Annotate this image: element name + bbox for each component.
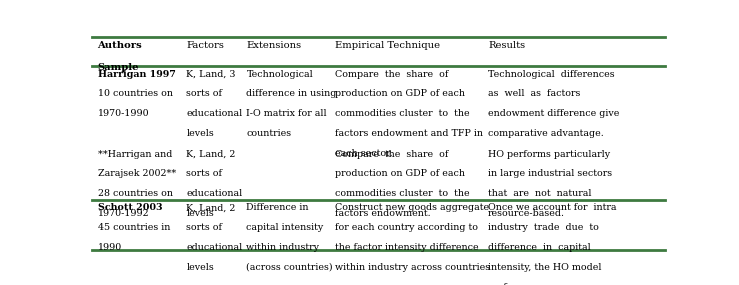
Text: intensity, the HO model: intensity, the HO model bbox=[488, 263, 602, 272]
Text: educational: educational bbox=[186, 109, 242, 118]
Text: HO performs particularly: HO performs particularly bbox=[488, 150, 610, 159]
Text: sorts of: sorts of bbox=[186, 89, 222, 98]
Text: K, Land, 3: K, Land, 3 bbox=[186, 70, 236, 79]
Text: Technological  differences: Technological differences bbox=[488, 70, 615, 79]
Text: endowment difference give: endowment difference give bbox=[488, 109, 619, 118]
Text: (across countries): (across countries) bbox=[246, 263, 333, 272]
Text: K, Land, 2: K, Land, 2 bbox=[186, 150, 236, 159]
Text: sorts of: sorts of bbox=[186, 170, 222, 178]
Text: sorts of: sorts of bbox=[186, 223, 222, 232]
Text: Empirical Technique: Empirical Technique bbox=[336, 41, 440, 50]
Text: educational: educational bbox=[186, 189, 242, 198]
Text: **Harrigan and: **Harrigan and bbox=[98, 150, 172, 159]
Text: levels: levels bbox=[186, 209, 214, 218]
Text: Difference in: Difference in bbox=[246, 203, 309, 212]
Text: levels: levels bbox=[186, 263, 214, 272]
Text: Results: Results bbox=[488, 41, 525, 50]
Text: Authors: Authors bbox=[98, 41, 143, 50]
Text: comparative advantage.: comparative advantage. bbox=[488, 129, 604, 138]
Text: Technological: Technological bbox=[246, 70, 313, 79]
Text: in large industrial sectors: in large industrial sectors bbox=[488, 170, 612, 178]
Text: 45 countries in: 45 countries in bbox=[98, 223, 170, 232]
Text: difference  in  capital: difference in capital bbox=[488, 243, 591, 252]
Text: capital intensity: capital intensity bbox=[246, 223, 324, 232]
Text: within industry across countries: within industry across countries bbox=[336, 263, 491, 272]
Text: Construct new goods aggregate: Construct new goods aggregate bbox=[336, 203, 489, 212]
Text: factors endowment and TFP in: factors endowment and TFP in bbox=[336, 129, 483, 138]
Text: Extensions: Extensions bbox=[246, 41, 302, 50]
Text: commodities cluster  to  the: commodities cluster to the bbox=[336, 189, 470, 198]
Text: Harrigan 1997: Harrigan 1997 bbox=[98, 70, 175, 79]
Text: Compare  the  share  of: Compare the share of bbox=[336, 70, 449, 79]
Text: 28 countries on: 28 countries on bbox=[98, 189, 172, 198]
Text: Sample: Sample bbox=[98, 63, 139, 72]
Text: commodities cluster  to  the: commodities cluster to the bbox=[336, 109, 470, 118]
Text: difference in using: difference in using bbox=[246, 89, 337, 98]
Text: Compare  the  share  of: Compare the share of bbox=[336, 150, 449, 159]
Text: 10 countries on: 10 countries on bbox=[98, 89, 172, 98]
Text: the factor intensity difference: the factor intensity difference bbox=[336, 243, 479, 252]
Text: educational: educational bbox=[186, 243, 242, 252]
Text: countries: countries bbox=[246, 129, 292, 138]
Text: as  well  as  factors: as well as factors bbox=[488, 89, 581, 98]
Text: 1970-1992: 1970-1992 bbox=[98, 209, 149, 218]
Text: resource-based.: resource-based. bbox=[488, 209, 565, 218]
Text: that  are  not  natural: that are not natural bbox=[488, 189, 592, 198]
Text: performs.: performs. bbox=[488, 283, 535, 285]
Text: 1970-1990: 1970-1990 bbox=[98, 109, 149, 118]
Text: Zarajsek 2002**: Zarajsek 2002** bbox=[98, 170, 176, 178]
Text: K, Land, 2: K, Land, 2 bbox=[186, 203, 236, 212]
Text: 1990: 1990 bbox=[98, 243, 122, 252]
Text: I-O matrix for all: I-O matrix for all bbox=[246, 109, 327, 118]
Text: for each country according to: for each country according to bbox=[336, 223, 478, 232]
Text: Once we account for  intra: Once we account for intra bbox=[488, 203, 616, 212]
Text: within industry: within industry bbox=[246, 243, 319, 252]
Text: factors endowment.: factors endowment. bbox=[336, 209, 431, 218]
Text: each sector.: each sector. bbox=[336, 149, 393, 158]
Text: production on GDP of each: production on GDP of each bbox=[336, 89, 466, 98]
Text: Factors: Factors bbox=[186, 41, 224, 50]
Text: production on GDP of each: production on GDP of each bbox=[336, 170, 466, 178]
Text: Schott 2003: Schott 2003 bbox=[98, 203, 162, 212]
Text: industry  trade  due  to: industry trade due to bbox=[488, 223, 599, 232]
Text: levels: levels bbox=[186, 129, 214, 138]
